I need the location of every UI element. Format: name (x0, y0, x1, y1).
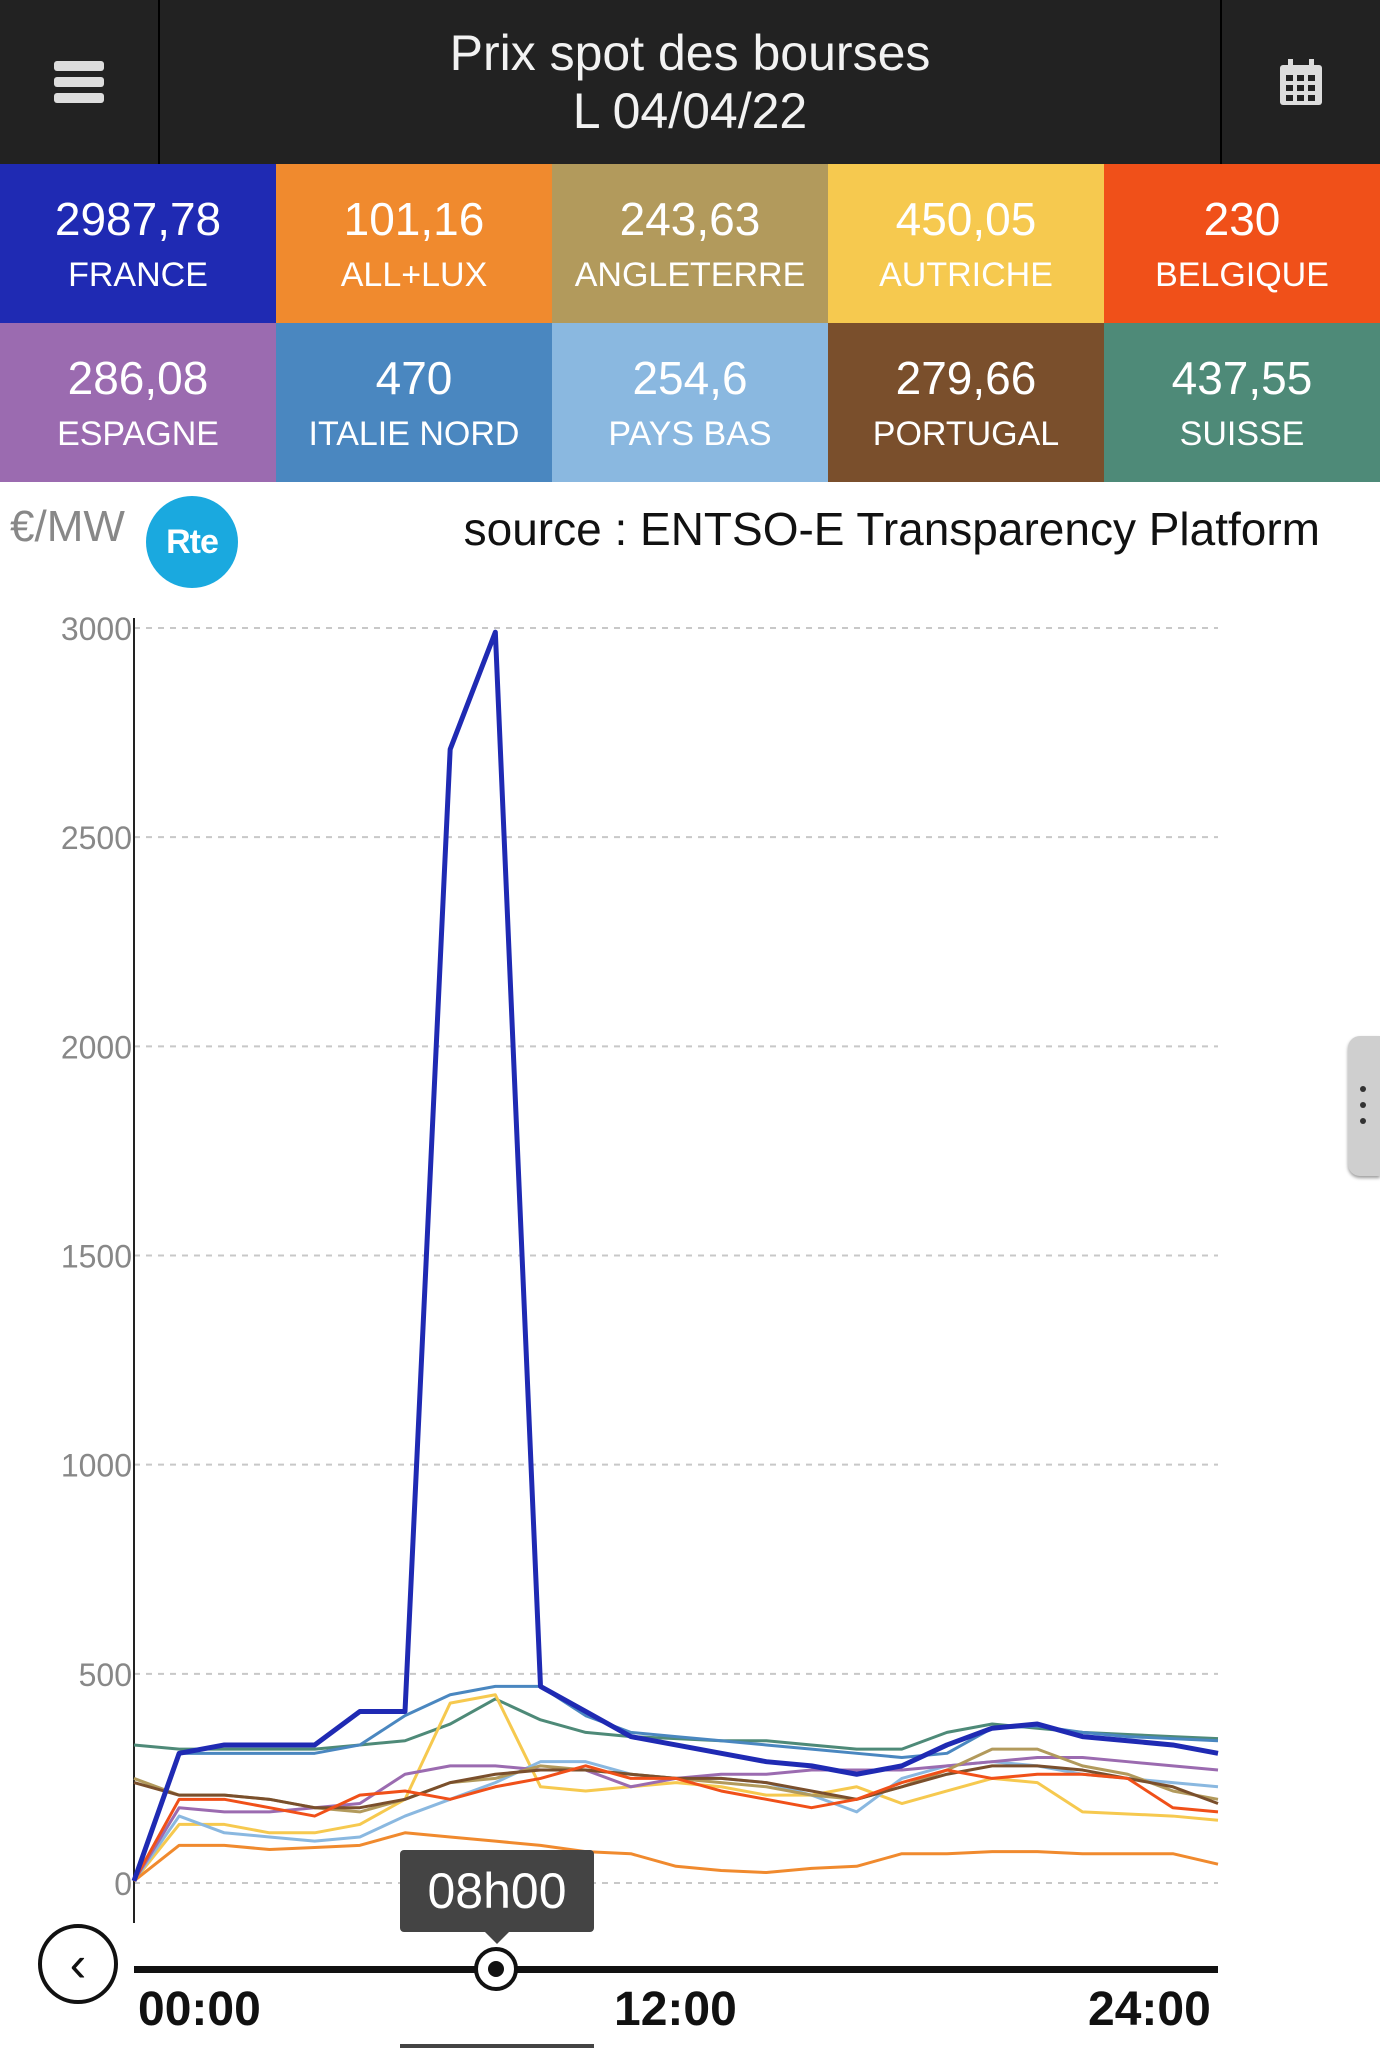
price-tile[interactable]: 286,08 ESPAGNE (0, 323, 276, 482)
tile-label: ESPAGNE (57, 414, 219, 453)
title-text: Prix spot des bourses (449, 25, 931, 81)
y-tick-label: 0 (114, 1866, 132, 1902)
price-tile[interactable]: 101,16 ALL+LUX (276, 164, 552, 323)
time-label-mid: 12:00 (614, 1983, 737, 2036)
series-line-france (131, 629, 1219, 1882)
y-tick-label: 1500 (61, 1239, 132, 1275)
tile-label: PAYS BAS (608, 414, 772, 453)
price-chart: 3000 2500 2000 1500 1000 500 0 (61, 611, 1219, 1923)
tile-value: 437,55 (1171, 351, 1313, 404)
tile-value: 230 (1203, 192, 1281, 245)
back-button[interactable]: ‹ (38, 1924, 118, 2004)
series-line-all-lux (133, 1831, 1219, 1883)
price-tiles: 2987,78 FRANCE 101,16 ALL+LUX 243,63 ANGLETER… (0, 164, 1380, 482)
hamburger-menu-icon (54, 55, 104, 109)
tile-value: 286,08 (67, 351, 209, 404)
tile-value: 279,66 (895, 351, 1037, 404)
date-text: L 04/04/22 (572, 83, 808, 139)
app-header: Prix spot des bourses L 04/04/22 (0, 0, 1380, 164)
price-tile[interactable]: 450,05 AUTRICHE (828, 164, 1104, 323)
price-tile[interactable]: 254,6 PAYS BAS (552, 323, 828, 482)
series-line-autriche (132, 1693, 1219, 1882)
series-line-belgique (132, 1764, 1219, 1882)
source-text: source : ENTSO-E Transparency Platform (463, 503, 1320, 555)
price-tile[interactable]: 279,66 PORTUGAL (828, 323, 1104, 482)
tile-label: PORTUGAL (872, 414, 1060, 453)
y-tick-label: 1000 (61, 1448, 132, 1484)
price-tile[interactable]: 470 ITALIE NORD (276, 323, 552, 482)
page-title: Prix spot des bourses L 04/04/22 (160, 24, 1220, 140)
tile-value: 101,16 (343, 192, 485, 245)
chevron-left-icon: ‹ (69, 1936, 87, 1992)
tile-label: FRANCE (68, 255, 208, 294)
unit-label: €/MW (10, 502, 125, 551)
y-tick-label: 3000 (61, 611, 132, 647)
slider-tooltip: 08h00 (400, 1850, 594, 1944)
calendar-icon (1280, 59, 1322, 105)
time-label-start: 00:00 (138, 1983, 261, 2036)
series-line-suisse (133, 1697, 1219, 1751)
calendar-button[interactable] (1220, 0, 1380, 164)
tile-value: 254,6 (632, 351, 748, 404)
rte-logo: Rte (146, 496, 238, 588)
price-tile[interactable]: 2987,78 FRANCE (0, 164, 276, 323)
side-drawer-handle[interactable] (1348, 1036, 1380, 1176)
menu-button[interactable] (0, 0, 160, 164)
series-line-espagne (132, 1756, 1219, 1882)
tile-label: BELGIQUE (1155, 255, 1329, 294)
tile-value: 450,05 (895, 192, 1037, 245)
tile-label: ANGLETERRE (574, 255, 806, 294)
tile-label: AUTRICHE (879, 255, 1053, 294)
bottom-indicator (400, 2044, 594, 2048)
price-tile[interactable]: 243,63 ANGLETERRE (552, 164, 828, 323)
price-tile[interactable]: 437,55 SUISSE (1104, 323, 1380, 482)
y-tick-label: 500 (79, 1657, 132, 1693)
tile-label: ALL+LUX (340, 255, 488, 294)
tile-value: 470 (375, 351, 453, 404)
y-tick-label: 2000 (61, 1029, 132, 1065)
tile-value: 243,63 (619, 192, 761, 245)
y-tick-label: 2500 (61, 820, 132, 856)
time-slider-track[interactable] (134, 1966, 1218, 1973)
tile-label: ITALIE NORD (308, 414, 520, 453)
time-label-end: 24:00 (1088, 1983, 1211, 2036)
price-tile[interactable]: 230 BELGIQUE (1104, 164, 1380, 323)
time-slider-thumb[interactable] (474, 1947, 518, 1991)
series-line-portugal (133, 1764, 1219, 1810)
tile-label: SUISSE (1179, 414, 1305, 453)
tile-value: 2987,78 (54, 192, 222, 245)
